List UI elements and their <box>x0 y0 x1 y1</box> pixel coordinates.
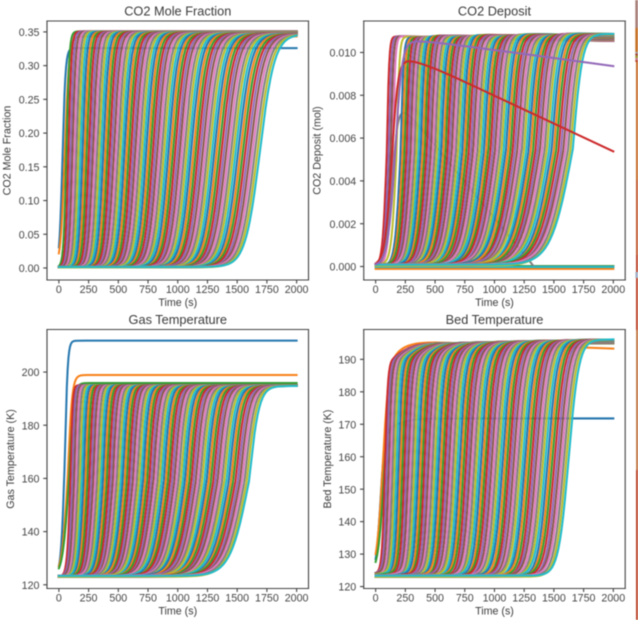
svg-text:Gas Temperature: Gas Temperature <box>129 312 227 327</box>
svg-text:1750: 1750 <box>572 284 596 296</box>
svg-text:0.004: 0.004 <box>330 176 357 188</box>
svg-text:120: 120 <box>22 580 40 592</box>
svg-text:200: 200 <box>22 367 40 379</box>
svg-text:0.20: 0.20 <box>19 128 40 140</box>
svg-text:Time (s): Time (s) <box>475 606 514 618</box>
svg-text:0.008: 0.008 <box>330 90 357 102</box>
svg-text:1000: 1000 <box>166 284 190 296</box>
svg-text:0.010: 0.010 <box>330 48 357 60</box>
svg-text:2000: 2000 <box>285 592 309 604</box>
svg-text:0.15: 0.15 <box>19 162 40 174</box>
svg-text:1250: 1250 <box>512 284 536 296</box>
svg-text:190: 190 <box>338 354 356 366</box>
svg-text:1250: 1250 <box>512 592 536 604</box>
svg-text:0.006: 0.006 <box>330 133 357 145</box>
svg-text:130: 130 <box>338 549 356 561</box>
svg-text:0: 0 <box>56 284 62 296</box>
svg-text:2000: 2000 <box>601 592 625 604</box>
svg-text:0: 0 <box>373 592 379 604</box>
svg-text:160: 160 <box>338 452 356 464</box>
svg-text:CO2 Deposit: CO2 Deposit <box>458 3 532 18</box>
svg-text:250: 250 <box>396 592 414 604</box>
svg-text:0.25: 0.25 <box>19 94 40 106</box>
svg-text:0.10: 0.10 <box>19 196 40 208</box>
svg-text:CO2 Deposit (mol): CO2 Deposit (mol) <box>312 106 324 195</box>
svg-text:0.002: 0.002 <box>330 219 357 231</box>
svg-text:500: 500 <box>426 592 444 604</box>
svg-text:1500: 1500 <box>225 592 249 604</box>
svg-text:1500: 1500 <box>542 284 566 296</box>
svg-text:Gas Temperature (K): Gas Temperature (K) <box>5 409 17 509</box>
svg-text:CO2 Mole Fraction: CO2 Mole Fraction <box>2 106 14 196</box>
svg-text:750: 750 <box>456 592 474 604</box>
svg-text:1000: 1000 <box>166 592 190 604</box>
svg-text:Time (s): Time (s) <box>158 297 197 309</box>
svg-text:Bed Temperature: Bed Temperature <box>446 312 544 327</box>
svg-text:250: 250 <box>80 592 98 604</box>
svg-text:250: 250 <box>80 284 98 296</box>
svg-text:750: 750 <box>456 284 474 296</box>
svg-text:160: 160 <box>22 473 40 485</box>
svg-text:1750: 1750 <box>255 284 279 296</box>
svg-text:180: 180 <box>338 387 356 399</box>
svg-text:500: 500 <box>109 592 127 604</box>
svg-text:Time (s): Time (s) <box>475 297 514 309</box>
svg-text:500: 500 <box>109 284 127 296</box>
svg-text:0.000: 0.000 <box>330 262 357 274</box>
svg-text:0: 0 <box>56 592 62 604</box>
svg-text:750: 750 <box>139 592 157 604</box>
svg-text:1000: 1000 <box>483 592 507 604</box>
svg-text:170: 170 <box>338 419 356 431</box>
svg-text:Bed Temperature (K): Bed Temperature (K) <box>322 409 334 508</box>
svg-text:1250: 1250 <box>196 592 220 604</box>
svg-text:180: 180 <box>22 420 40 432</box>
svg-text:1250: 1250 <box>196 284 220 296</box>
svg-text:120: 120 <box>338 582 356 594</box>
svg-text:750: 750 <box>139 284 157 296</box>
svg-text:1000: 1000 <box>483 284 507 296</box>
svg-text:1500: 1500 <box>225 284 249 296</box>
svg-text:150: 150 <box>338 484 356 496</box>
svg-text:0: 0 <box>373 284 379 296</box>
svg-text:2000: 2000 <box>285 284 309 296</box>
svg-text:0.05: 0.05 <box>19 229 40 241</box>
svg-text:250: 250 <box>396 284 414 296</box>
svg-text:0.00: 0.00 <box>19 263 40 275</box>
svg-text:1500: 1500 <box>542 592 566 604</box>
svg-text:Time (s): Time (s) <box>158 606 197 618</box>
svg-text:CO2 Mole Fraction: CO2 Mole Fraction <box>124 3 231 18</box>
svg-text:0.35: 0.35 <box>19 27 40 39</box>
svg-text:0.30: 0.30 <box>19 61 40 73</box>
svg-text:140: 140 <box>338 517 356 529</box>
svg-text:1750: 1750 <box>572 592 596 604</box>
svg-text:500: 500 <box>426 284 444 296</box>
svg-text:1750: 1750 <box>255 592 279 604</box>
svg-text:140: 140 <box>22 527 40 539</box>
svg-text:2000: 2000 <box>601 284 625 296</box>
